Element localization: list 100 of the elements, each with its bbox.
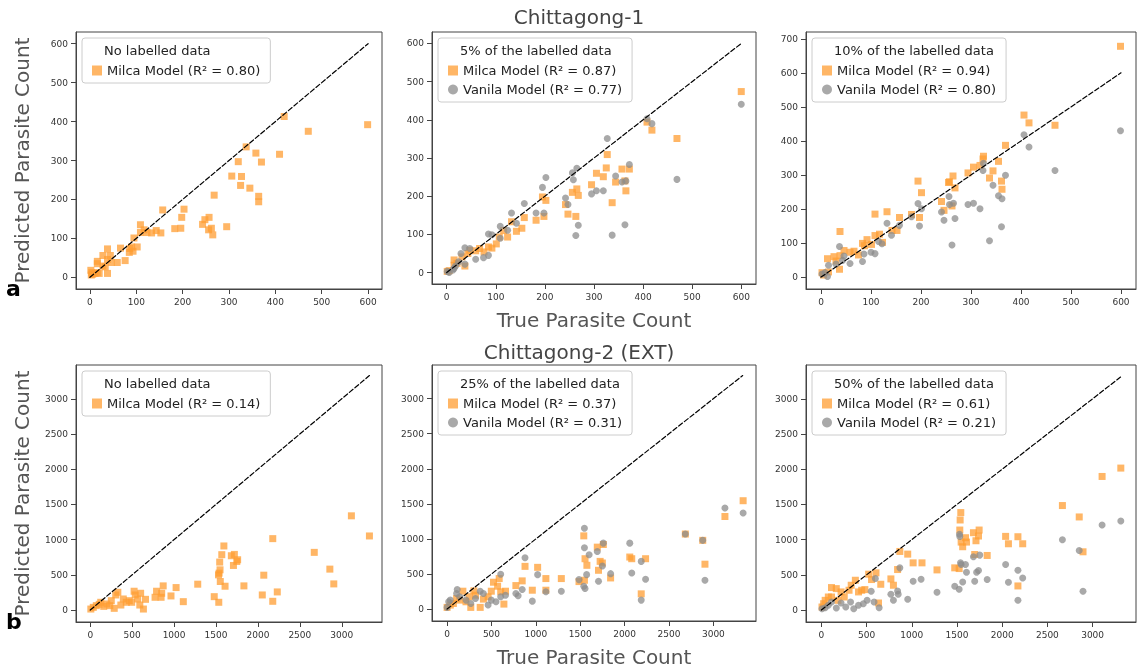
x-tick-label: 500 (857, 629, 876, 640)
chart-title: Chittagong-2 (EXT) (483, 340, 675, 364)
x-tick-label: 300 (220, 296, 238, 307)
y-tick-label: 200 (50, 194, 69, 205)
legend-title: No labelled data (104, 376, 211, 391)
y-tick-label: 200 (780, 204, 799, 215)
x-tick-label: 400 (266, 296, 285, 307)
x-tick-label: 600 (732, 291, 751, 302)
x-tick-label: 2500 (657, 628, 681, 639)
y-tick-label: 0 (418, 267, 425, 278)
x-tick-label: 0 (818, 296, 825, 307)
y-tick-label: 700 (780, 33, 799, 44)
legend-label: Milca Model (R² = 0.87) (463, 63, 617, 78)
x-tick-label: 1500 (568, 628, 592, 639)
x-tick-label: 2000 (246, 629, 270, 640)
y-tick-label: 500 (50, 77, 69, 88)
x-tick-label: 500 (313, 296, 331, 307)
y-tick-label: 600 (50, 38, 69, 49)
x-tick-label: 300 (962, 296, 980, 307)
x-tick-label: 2000 (990, 629, 1014, 640)
y-tick-label: 2000 (45, 464, 69, 475)
x-tick-label: 0 (87, 629, 94, 640)
x-tick-label: 600 (359, 296, 377, 307)
y-tick-label: 100 (406, 229, 425, 240)
x-tick-label: 1000 (524, 628, 548, 639)
x-tick-label: 2500 (288, 629, 312, 640)
x-tick-label: 100 (862, 296, 880, 307)
legend-label: Milca Model (R² = 0.94) (837, 63, 991, 78)
y-tick-label: 3000 (45, 393, 69, 404)
y-tick-label: 400 (780, 135, 799, 146)
y-tick-label: 2500 (401, 428, 425, 439)
y-tick-label: 2500 (45, 429, 69, 439)
x-tick-label: 3000 (701, 628, 726, 639)
y-tick-label: 1000 (775, 534, 799, 545)
y-tick-label: 400 (50, 116, 69, 127)
y-tick-label: 1500 (401, 498, 425, 509)
x-tick-label: 400 (634, 291, 652, 302)
y-tick-label: 500 (406, 569, 425, 580)
y-tick-label: 500 (780, 101, 799, 112)
x-tick-label: 400 (1012, 296, 1030, 307)
y-tick-label: 2500 (775, 429, 799, 439)
x-tick-label: 1000 (900, 629, 924, 640)
x-tick-label: 1500 (945, 629, 969, 640)
x-tick-label: 1500 (204, 629, 228, 640)
y-tick-label: 500 (50, 569, 69, 580)
legend-title: No labelled data (104, 43, 211, 58)
x-axis-title: True Parasite Count (495, 308, 692, 332)
y-tick-label: 0 (62, 272, 69, 283)
x-axis-title: True Parasite Count (495, 645, 692, 669)
y-tick-label: 600 (406, 38, 425, 49)
x-tick-label: 100 (487, 291, 505, 302)
x-tick-label: 0 (87, 296, 94, 307)
y-tick-label: 1000 (45, 534, 69, 545)
legend-label: Vanila Model (R² = 0.21) (837, 415, 997, 430)
y-tick-label: 0 (62, 605, 69, 616)
x-tick-label: 2000 (613, 628, 637, 639)
y-tick-label: 2000 (775, 464, 799, 475)
y-tick-label: 500 (406, 76, 425, 87)
y-tick-label: 600 (780, 67, 799, 78)
y-tick-label: 100 (50, 233, 69, 244)
y-tick-label: 400 (406, 114, 425, 125)
legend-label: Milca Model (R² = 0.61) (837, 396, 991, 411)
y-tick-label: 100 (780, 238, 799, 249)
y-tick-label: 3000 (401, 393, 425, 404)
y-tick-label: 0 (792, 272, 799, 283)
y-tick-label: 2000 (401, 463, 425, 474)
x-tick-label: 500 (1062, 296, 1080, 307)
legend-label: Vanila Model (R² = 0.80) (837, 82, 997, 97)
y-tick-label: 300 (780, 169, 799, 180)
x-tick-label: 300 (585, 291, 603, 302)
y-tick-label: 0 (418, 604, 425, 615)
x-tick-label: 100 (127, 296, 146, 307)
y-tick-label: 1500 (45, 499, 69, 510)
legend-title: 10% of the labelled data (834, 43, 994, 58)
legend-label: Vanila Model (R² = 0.77) (463, 82, 623, 97)
y-tick-label: 200 (406, 191, 425, 202)
legend-label: Milca Model (R² = 0.37) (463, 396, 617, 411)
legend-label: Vanila Model (R² = 0.31) (463, 415, 623, 430)
y-tick-label: 300 (50, 155, 69, 166)
x-tick-label: 1000 (162, 629, 186, 640)
x-tick-label: 200 (536, 291, 554, 302)
x-tick-label: 3000 (330, 629, 354, 640)
x-tick-label: 3000 (1081, 629, 1105, 640)
x-tick-label: 0 (444, 628, 451, 639)
x-tick-label: 0 (443, 291, 450, 302)
y-tick-label: 1500 (775, 499, 799, 510)
legend-label: Milca Model (R² = 0.80) (107, 63, 261, 78)
x-tick-label: 2500 (1035, 629, 1060, 640)
y-tick-label: 500 (780, 569, 799, 580)
x-tick-label: 600 (1112, 296, 1130, 307)
x-tick-label: 500 (683, 291, 702, 302)
y-tick-label: 1000 (401, 533, 425, 544)
legend-title: 25% of the labelled data (460, 376, 620, 391)
chart-title: Chittagong-1 (513, 5, 645, 29)
x-tick-label: 500 (482, 628, 501, 639)
legend-title: 5% of the labelled data (460, 43, 612, 58)
legend-title: 50% of the labelled data (834, 376, 994, 391)
x-tick-label: 0 (818, 629, 825, 640)
x-tick-label: 200 (174, 296, 192, 307)
y-tick-label: 3000 (775, 393, 799, 404)
